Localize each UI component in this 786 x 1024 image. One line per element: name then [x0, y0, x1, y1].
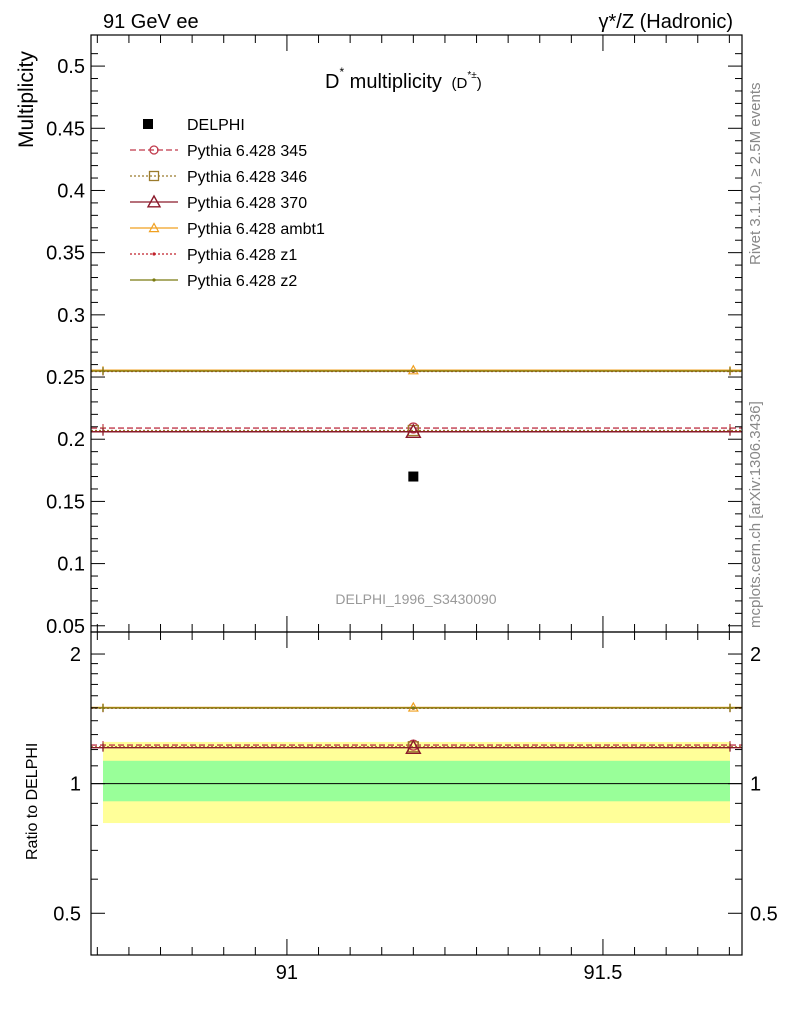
main-ytick-label: 0.45 [46, 118, 85, 140]
main-ytick-label: 0.2 [57, 429, 85, 451]
header-right: γ*/Z (Hadronic) [599, 11, 733, 33]
legend: DELPHI Pythia 6.428 345 Pythia 6.428 346 Py… [130, 117, 325, 290]
ratio-series-6 [91, 703, 742, 712]
main-ytick-label: 0.3 [57, 305, 85, 327]
data-point-delphi [408, 471, 419, 482]
legend-marker [148, 170, 160, 182]
legend-label-data: DELPHI [187, 117, 245, 134]
main-ytick-label: 0.05 [46, 616, 85, 638]
legend-marker [146, 194, 162, 208]
legend-label: Pythia 6.428 345 [187, 143, 307, 160]
legend-marker-data [143, 119, 153, 129]
analysis-watermark: DELPHI_1996_S3430090 [335, 591, 496, 607]
main-ytick-label: 0.15 [46, 491, 85, 513]
ratio-ytick-label-right: 0.5 [750, 903, 778, 925]
mcplots-label: mcplots.cern.ch [arXiv:1306.3436] [747, 401, 764, 628]
uncertainty-band-2 [103, 760, 730, 802]
main-ytick-label: 0.4 [57, 180, 85, 202]
mc-series-6 [91, 367, 742, 376]
ratio-ytick-label-left: 2 [70, 644, 81, 666]
ratio-ytick-label-right: 1 [750, 774, 761, 796]
mc-series-marker [407, 364, 419, 375]
xtick-label: 91 [276, 962, 298, 984]
ratio-plot-panel: 0.5 0.5 1 1 2 2 91 91.5 Ratio to DELPHI [24, 35, 778, 984]
main-ytick-label: 0.1 [57, 554, 85, 576]
legend-label: Pythia 6.428 z2 [187, 273, 297, 290]
mc-series-4 [91, 364, 742, 375]
main-plot-panel: 0.05 0.1 0.15 0.2 0.25 0.3 0.35 0.4 0.45 0.5 Mult… [15, 34, 743, 638]
legend-marker [152, 252, 156, 256]
main-ylabel: Multiplicity [15, 51, 38, 148]
mc-series-3 [91, 423, 742, 439]
ratio-ytick-label-right: 2 [750, 644, 761, 666]
legend-label: Pythia 6.428 ambt1 [187, 221, 325, 238]
header-left: 91 GeV ee [103, 11, 199, 33]
legend-label: Pythia 6.428 z1 [187, 247, 297, 264]
legend-marker [152, 278, 156, 282]
ratio-ylabel: Ratio to DELPHI [24, 743, 41, 860]
xtick-label: 91.5 [583, 962, 622, 984]
ratio-ytick-label-left: 1 [70, 774, 81, 796]
ratio-series-marker [411, 706, 415, 710]
rivet-label: Rivet 3.1.10, ≥ 2.5M events [747, 83, 764, 266]
main-ytick-label: 0.5 [57, 56, 85, 78]
legend-marker [148, 222, 160, 233]
ratio-series-3 [91, 739, 742, 754]
legend-label: Pythia 6.428 370 [187, 195, 307, 212]
legend-marker [149, 145, 159, 155]
ratio-series-4 [91, 701, 742, 712]
main-ytick-label: 0.35 [46, 243, 85, 265]
main-ytick-label: 0.25 [46, 367, 85, 389]
ratio-series-marker [407, 701, 419, 712]
legend-label: Pythia 6.428 346 [187, 169, 307, 186]
ratio-plot-frame [90, 631, 743, 956]
mc-series-marker [405, 423, 422, 439]
mc-series-marker [411, 369, 415, 373]
ratio-series-marker [405, 739, 422, 754]
chart-title: D* multiplicity (D*±) [325, 65, 482, 93]
ratio-ytick-label-left: 0.5 [53, 903, 81, 925]
